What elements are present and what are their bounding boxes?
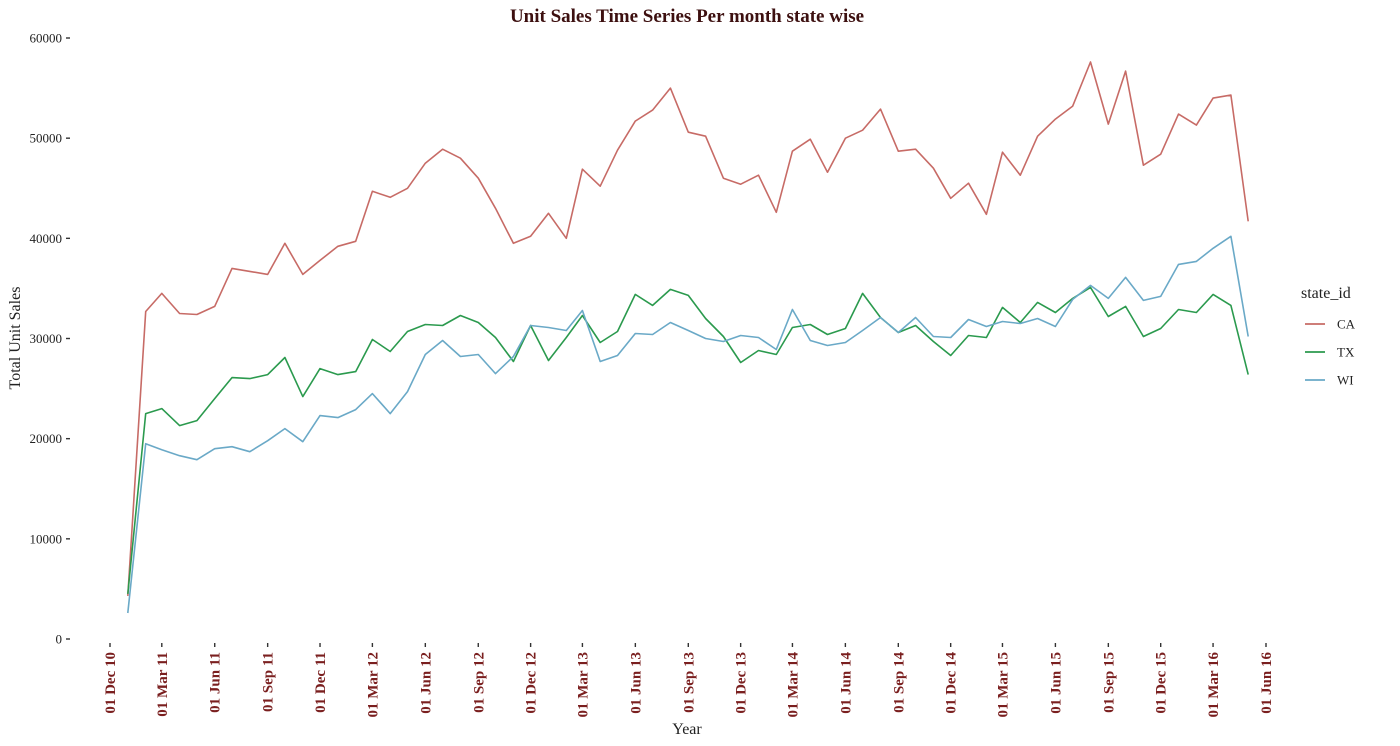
- series-line-ca: [127, 61, 1249, 596]
- x-tick-label: 01 Sep 14: [891, 652, 907, 713]
- y-tick-label: 40000: [30, 231, 63, 246]
- x-tick-label: 01 Mar 15: [995, 652, 1011, 718]
- legend-label-ca: CA: [1337, 317, 1356, 332]
- x-tick-label: 01 Dec 13: [734, 652, 750, 714]
- y-tick-label: 0: [56, 632, 63, 647]
- x-axis: 01 Dec 10 01 Mar 11 01 Jun 11 01 Sep 11 01 D…: [103, 643, 1275, 718]
- x-tick-label: 01 Jun 12: [418, 652, 434, 714]
- x-tick-label: 01 Dec 11: [313, 652, 329, 713]
- series-line-tx: [127, 286, 1249, 594]
- series-group: [127, 61, 1249, 614]
- y-tick-label: 30000: [30, 331, 63, 346]
- x-tick-label: 01 Jun 15: [1048, 652, 1064, 714]
- y-tick-label: 20000: [30, 431, 63, 446]
- x-tick-label: 01 Mar 14: [785, 652, 801, 718]
- chart-title: Unit Sales Time Series Per month state w…: [510, 6, 864, 27]
- x-tick-label: 01 Mar 12: [365, 652, 381, 718]
- x-tick-label: 01 Dec 12: [524, 652, 540, 714]
- x-tick-label: 01 Sep 13: [681, 652, 697, 713]
- x-tick-label: 01 Jun 16: [1259, 652, 1275, 714]
- x-tick-label: 01 Dec 15: [1154, 652, 1170, 714]
- y-axis-label: Total Unit Sales: [7, 287, 24, 390]
- legend-label-wi: WI: [1337, 373, 1354, 388]
- y-axis: 0 10000 20000 30000 40000 50000 60000: [30, 31, 70, 647]
- legend: state_id CA TX WI: [1301, 285, 1356, 388]
- x-tick-label: 01 Sep 11: [261, 652, 277, 712]
- x-tick-label: 01 Sep 15: [1101, 652, 1117, 713]
- x-tick-label: 01 Mar 13: [575, 652, 591, 718]
- legend-label-tx: TX: [1337, 345, 1355, 360]
- series-line-wi: [127, 235, 1249, 614]
- x-tick-label: 01 Jun 11: [208, 652, 224, 713]
- y-tick-label: 50000: [30, 131, 63, 146]
- x-tick-label: 01 Dec 10: [103, 652, 119, 714]
- x-axis-label: Year: [672, 721, 702, 738]
- x-tick-label: 01 Jun 14: [838, 652, 854, 714]
- y-tick-label: 60000: [30, 31, 63, 46]
- x-tick-label: 01 Jun 13: [628, 652, 644, 714]
- x-tick-label: 01 Dec 14: [944, 652, 960, 714]
- legend-title: state_id: [1301, 285, 1351, 302]
- x-tick-label: 01 Mar 11: [155, 652, 171, 717]
- y-tick-label: 10000: [30, 531, 63, 546]
- x-tick-label: 01 Mar 16: [1206, 652, 1222, 718]
- x-tick-label: 01 Sep 12: [471, 652, 487, 713]
